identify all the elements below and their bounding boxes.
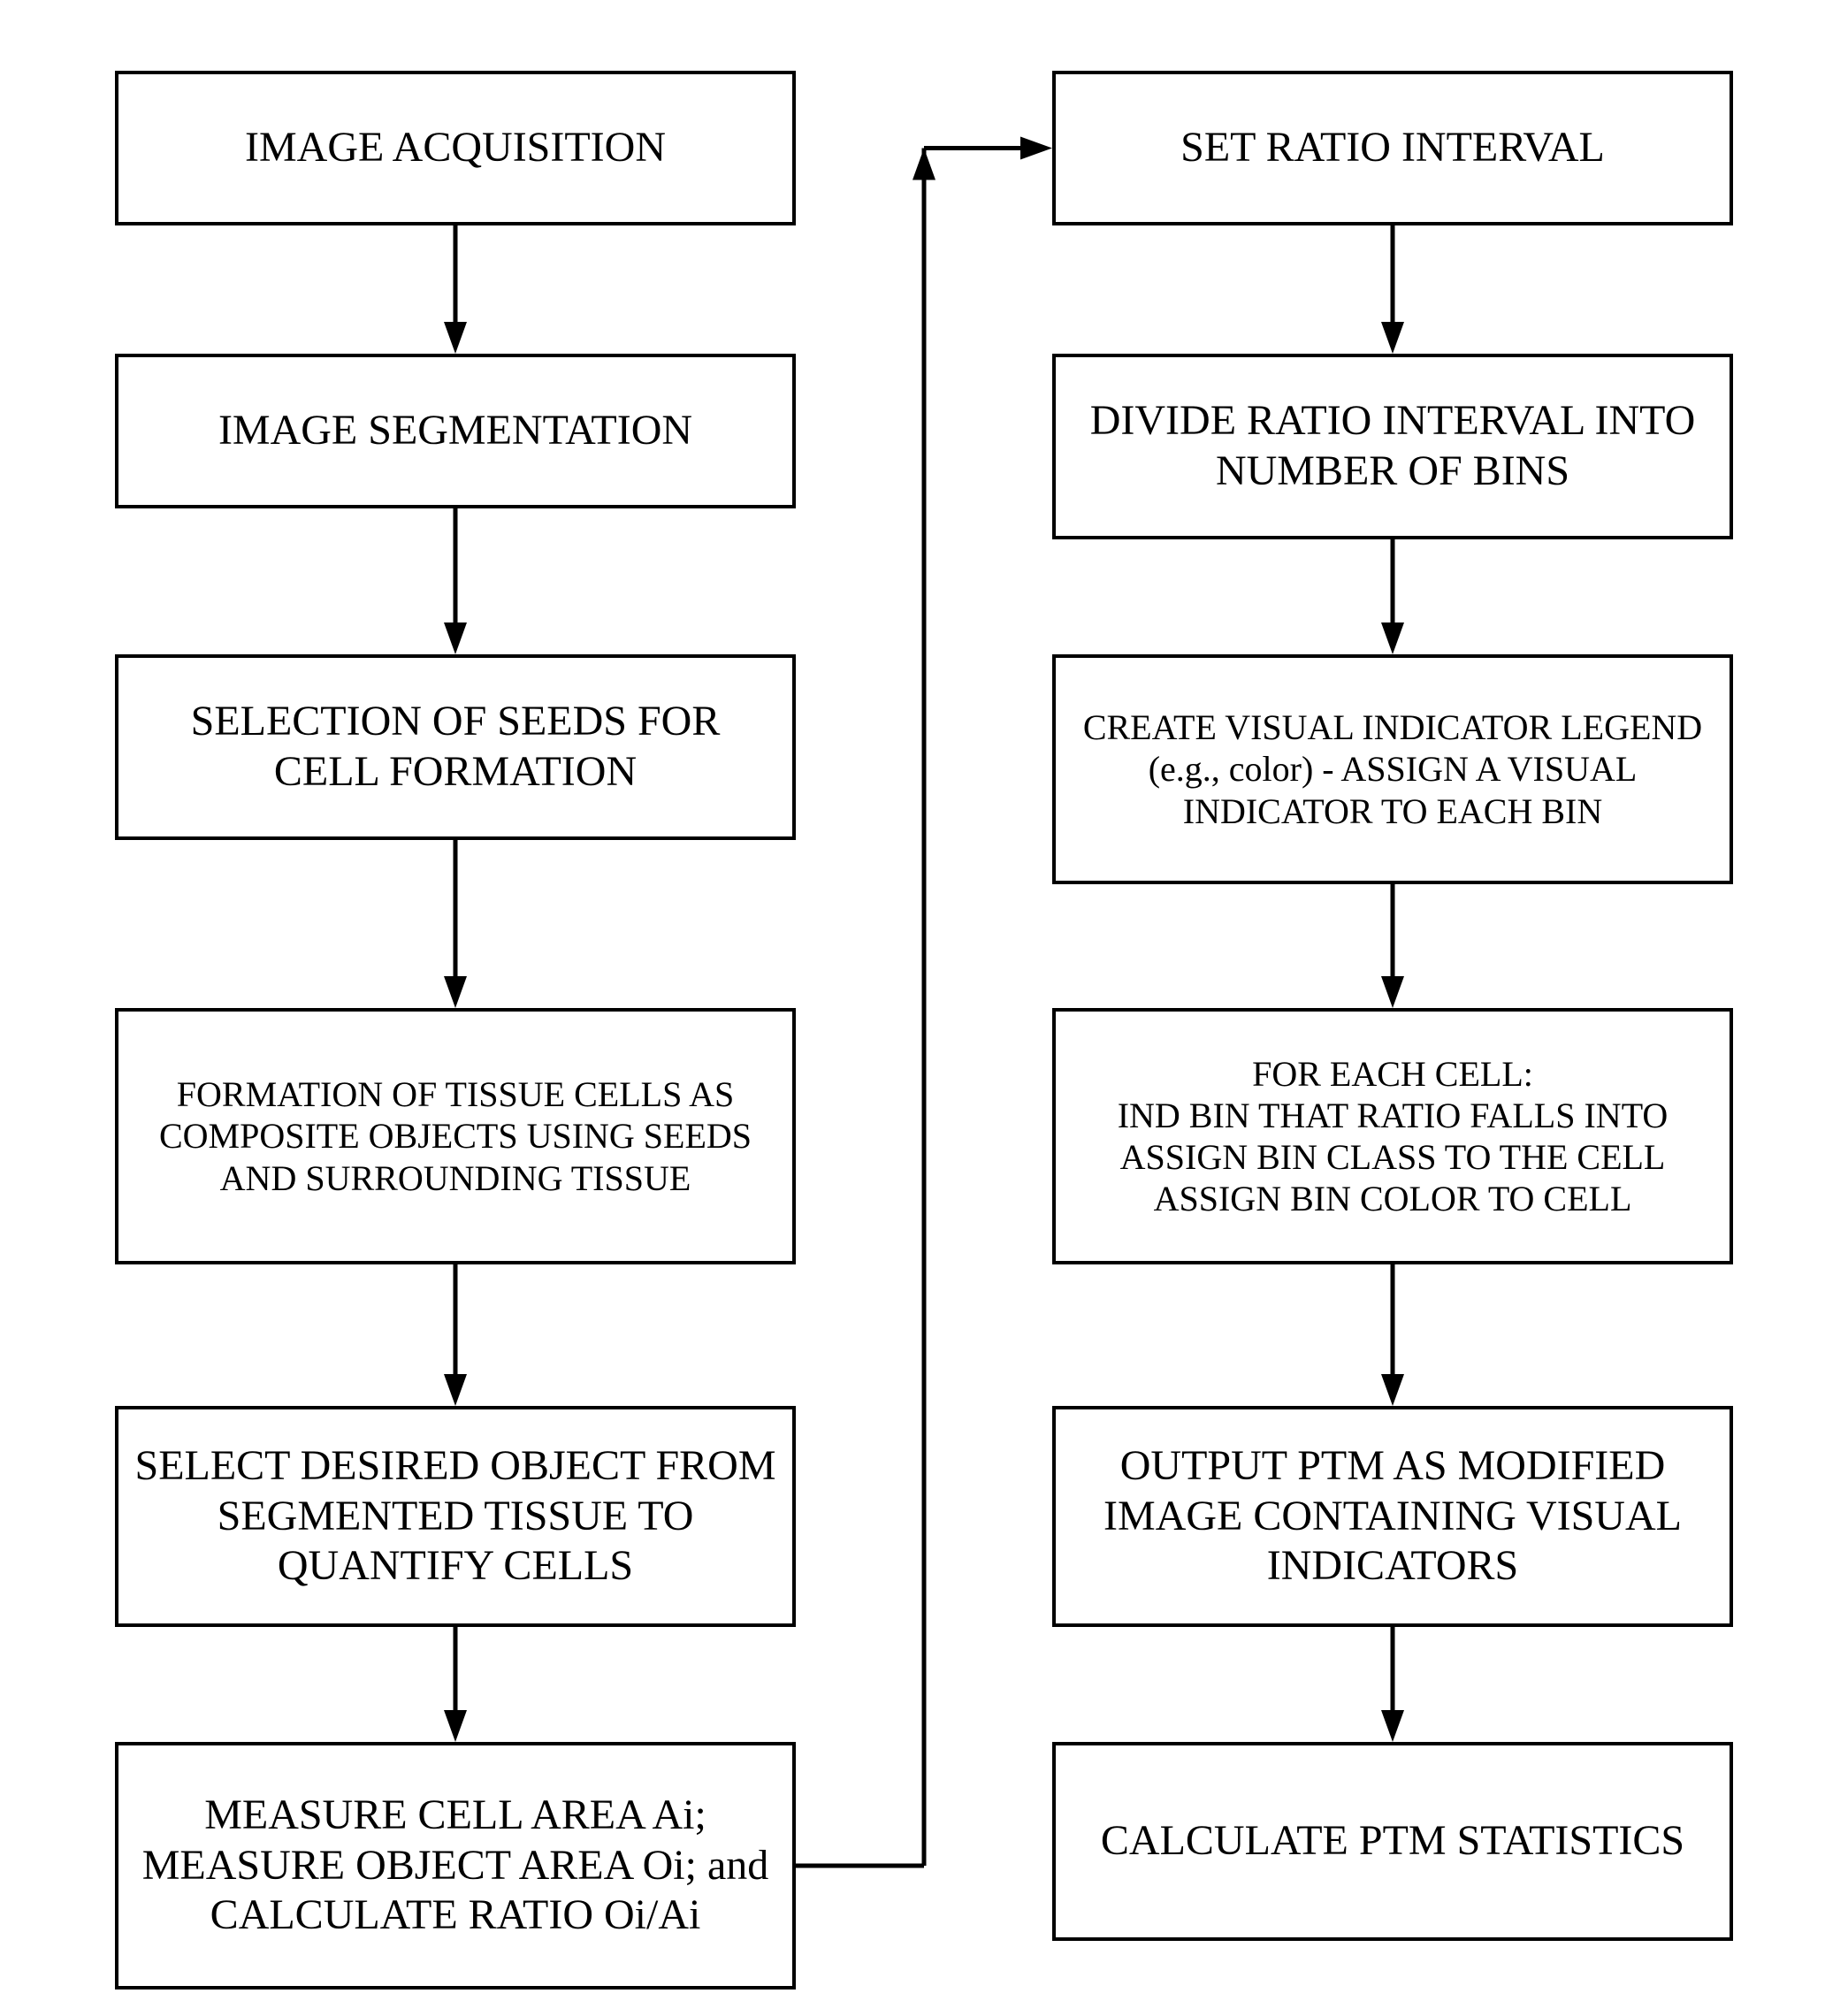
flow-node-n7: SET RATIO INTERVAL <box>1052 71 1733 225</box>
flowchart-edges <box>0 0 1848 2001</box>
flow-node-n2: IMAGE SEGMENTATION <box>115 354 796 508</box>
flow-node-n1: IMAGE ACQUISITION <box>115 71 796 225</box>
flow-node-n10: FOR EACH CELL: IND BIN THAT RATIO FALLS … <box>1052 1008 1733 1264</box>
flow-node-n4: FORMATION OF TISSUE CELLS AS COMPOSITE O… <box>115 1008 796 1264</box>
flow-node-n12: CALCULATE PTM STATISTICS <box>1052 1742 1733 1941</box>
flow-node-n11: OUTPUT PTM AS MODIFIED IMAGE CONTAINING … <box>1052 1406 1733 1627</box>
flow-node-n9: CREATE VISUAL INDICATOR LEGEND (e.g., co… <box>1052 654 1733 884</box>
flow-node-n3: SELECTION OF SEEDS FOR CELL FORMATION <box>115 654 796 840</box>
flowchart-canvas: IMAGE ACQUISITION IMAGE SEGMENTATION SELEC… <box>0 0 1848 2001</box>
flow-node-n5: SELECT DESIRED OBJECT FROM SEGMENTED TIS… <box>115 1406 796 1627</box>
flow-node-n6: MEASURE CELL AREA Ai; MEASURE OBJECT ARE… <box>115 1742 796 1990</box>
flow-node-n8: DIVIDE RATIO INTERVAL INTO NUMBER OF BIN… <box>1052 354 1733 539</box>
